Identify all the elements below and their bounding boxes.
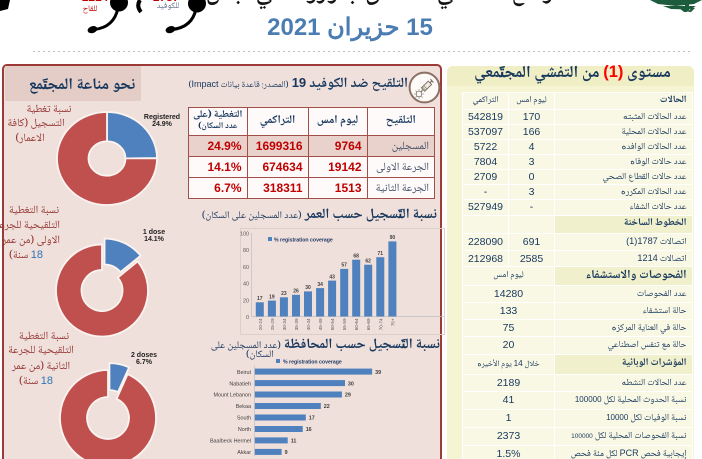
svg-text:65-69: 65-69 xyxy=(366,318,371,330)
svg-text:0: 0 xyxy=(246,315,249,321)
svg-text:% registration coverage: % registration coverage xyxy=(274,238,333,244)
svg-text:30: 30 xyxy=(348,381,354,387)
svg-text:North: North xyxy=(238,427,251,433)
svg-text:Bekaa: Bekaa xyxy=(236,404,251,410)
svg-text:25-29: 25-29 xyxy=(270,318,275,330)
svg-text:17: 17 xyxy=(257,296,263,302)
svg-text:57: 57 xyxy=(341,263,347,269)
svg-text:19: 19 xyxy=(269,294,275,300)
svg-text:40: 40 xyxy=(243,282,249,288)
svg-text:26: 26 xyxy=(293,289,299,295)
svg-text:20-24: 20-24 xyxy=(258,318,263,330)
svg-text:South: South xyxy=(237,416,251,422)
svg-text:71: 71 xyxy=(378,251,384,257)
svg-text:20: 20 xyxy=(243,298,249,304)
svg-text:43: 43 xyxy=(329,274,335,280)
svg-text:22: 22 xyxy=(324,404,330,410)
svg-text:11: 11 xyxy=(291,439,297,445)
svg-text:Beirut: Beirut xyxy=(237,370,252,376)
svg-text:35-39: 35-39 xyxy=(294,318,299,330)
svg-text:60: 60 xyxy=(243,265,249,271)
svg-text:60-64: 60-64 xyxy=(354,318,359,330)
svg-text:68: 68 xyxy=(353,253,359,259)
svg-text:50-54: 50-54 xyxy=(330,318,335,330)
svg-text:30: 30 xyxy=(305,285,311,291)
svg-text:45-49: 45-49 xyxy=(318,318,323,330)
svg-text:70-74: 70-74 xyxy=(378,318,383,330)
svg-text:Mount Lebanon: Mount Lebanon xyxy=(214,393,251,399)
svg-text:34: 34 xyxy=(317,282,323,288)
svg-text:16: 16 xyxy=(306,427,312,433)
svg-text:100: 100 xyxy=(240,232,249,238)
svg-text:30-34: 30-34 xyxy=(282,318,287,330)
svg-text:40-44: 40-44 xyxy=(306,318,311,330)
svg-text:39: 39 xyxy=(375,370,381,376)
svg-text:9: 9 xyxy=(285,450,288,456)
svg-text:% registration coverage: % registration coverage xyxy=(283,359,342,365)
svg-text:55-59: 55-59 xyxy=(342,318,347,330)
svg-text:Baalbeck Hermel: Baalbeck Hermel xyxy=(210,439,251,445)
svg-text:75+: 75+ xyxy=(390,318,395,326)
svg-text:Nabatieh: Nabatieh xyxy=(229,381,251,387)
svg-text:23: 23 xyxy=(281,291,287,297)
svg-text:80: 80 xyxy=(243,248,249,254)
svg-text:Akkar: Akkar xyxy=(237,450,251,456)
svg-text:29: 29 xyxy=(345,393,351,399)
svg-text:62: 62 xyxy=(365,258,371,264)
svg-text:90: 90 xyxy=(390,235,396,241)
svg-text:17: 17 xyxy=(309,416,315,422)
